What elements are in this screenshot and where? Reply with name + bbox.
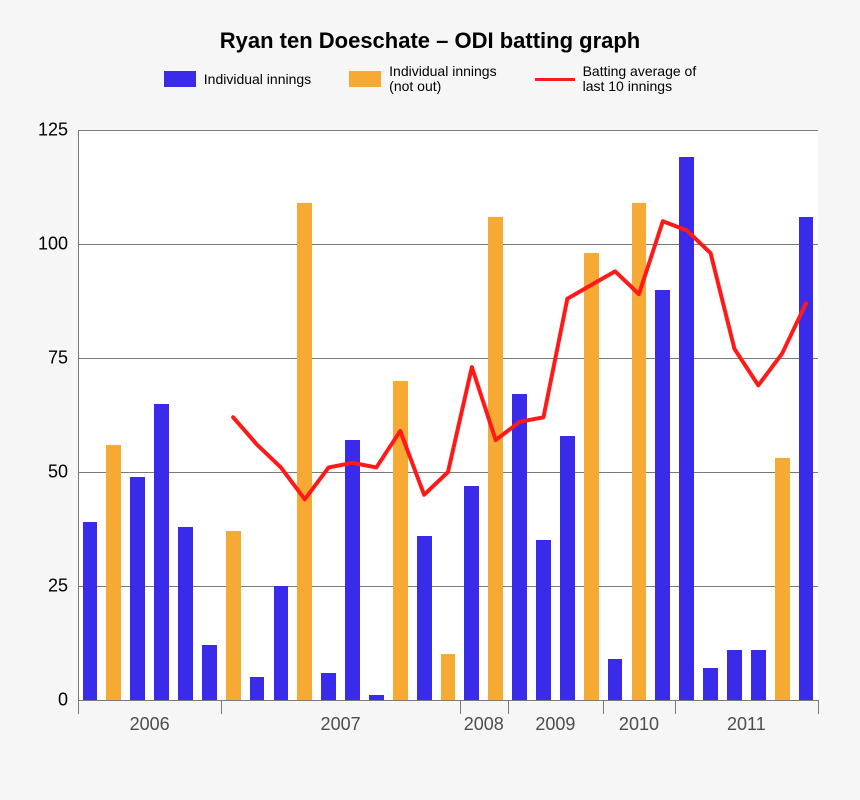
average-line — [78, 130, 818, 700]
legend-line-average — [535, 78, 575, 81]
year-label: 2008 — [464, 700, 504, 735]
year-label: 2007 — [321, 700, 361, 735]
chart-container: Ryan ten Doeschate – ODI batting graph I… — [0, 0, 860, 800]
year-label: 2006 — [130, 700, 170, 735]
legend-item-not-out: Individual innings (not out) — [349, 64, 496, 95]
legend-item-innings: Individual innings — [164, 64, 311, 95]
legend-swatch-innings — [164, 71, 196, 87]
year-separator — [603, 700, 604, 714]
year-separator — [460, 700, 461, 714]
ytick-label: 125 — [38, 120, 78, 141]
legend-label: Batting average of last 10 innings — [583, 64, 697, 95]
year-label: 2011 — [727, 700, 766, 735]
ytick-label: 0 — [58, 690, 78, 711]
legend-swatch-not-out — [349, 71, 381, 87]
ytick-label: 100 — [38, 234, 78, 255]
year-separator — [508, 700, 509, 714]
year-separator — [675, 700, 676, 714]
year-label: 2009 — [535, 700, 575, 735]
legend-item-average: Batting average of last 10 innings — [535, 64, 697, 95]
gridline — [78, 700, 818, 701]
legend-label: Individual innings (not out) — [389, 64, 496, 95]
year-separator — [78, 700, 79, 714]
year-label: 2010 — [619, 700, 659, 735]
ytick-label: 75 — [48, 348, 78, 369]
year-separator — [221, 700, 222, 714]
legend-label: Individual innings — [204, 72, 311, 87]
chart-title: Ryan ten Doeschate – ODI batting graph — [0, 28, 860, 54]
legend: Individual innings Individual innings (n… — [0, 64, 860, 95]
plot-area: 0255075100125200620072008200920102011 — [78, 130, 818, 700]
year-separator — [818, 700, 819, 714]
ytick-label: 50 — [48, 462, 78, 483]
ytick-label: 25 — [48, 576, 78, 597]
